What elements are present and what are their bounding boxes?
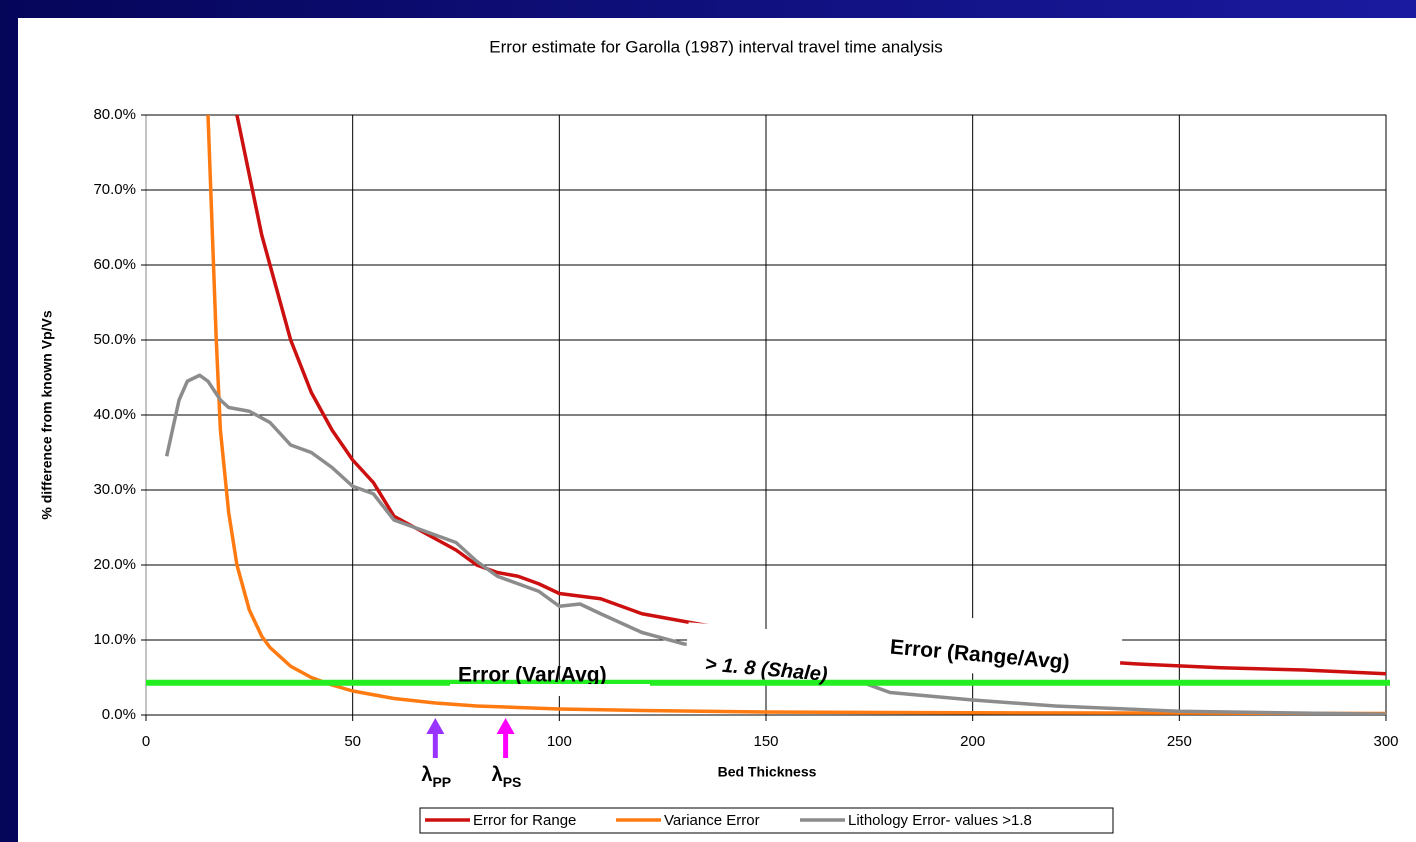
y-tick-label: 70.0% xyxy=(93,181,136,198)
annotations: Error (Var/Avg) > 1. 8 (Shale) Error (Rang… xyxy=(146,609,1390,790)
y-tick-label: 0.0% xyxy=(102,706,136,723)
annotation-cover xyxy=(450,684,650,696)
legend xyxy=(419,807,1114,834)
x-tick-label: 250 xyxy=(1167,733,1192,750)
y-tick-label: 40.0% xyxy=(93,406,136,423)
y-tick-label: 30.0% xyxy=(93,481,136,498)
x-tick-label: 200 xyxy=(960,733,985,750)
x-tick-label: 100 xyxy=(547,733,572,750)
marker-subscript: PP xyxy=(432,774,451,790)
legend-label: Variance Error xyxy=(664,812,760,829)
annotation: Error (Var/Avg) xyxy=(458,664,607,687)
x-axis-title: Bed Thickness xyxy=(718,764,817,780)
marker-arrowhead xyxy=(496,718,515,734)
y-axis-title: % difference from known Vp/Vs xyxy=(39,310,55,519)
marker-symbol: λ xyxy=(492,764,503,786)
y-tick-label: 10.0% xyxy=(93,631,136,648)
annotation-box xyxy=(684,622,868,690)
x-tick-label: 50 xyxy=(344,733,361,750)
marker-label: λPP xyxy=(421,764,451,789)
x-tick-label: 150 xyxy=(753,733,778,750)
x-tick-label: 300 xyxy=(1373,733,1398,750)
legend-label: Error for Range xyxy=(473,812,576,829)
annotation-box xyxy=(864,609,1123,687)
y-tick-label: 80.0% xyxy=(93,106,136,123)
y-tick-label: 60.0% xyxy=(93,256,136,273)
legend-items: Error for Range Variance Error Lithology E… xyxy=(425,812,1032,829)
marker-subscript: PS xyxy=(503,774,522,790)
grid: 0.0% 10.0% 20.0% 30.0% 40.0% 50.0% 60.0% 70.0% 8… xyxy=(93,106,1398,750)
marker-arrowhead xyxy=(426,718,445,734)
marker-symbol: λ xyxy=(421,764,432,786)
marker-label: λPS xyxy=(492,764,522,789)
y-tick-label: 50.0% xyxy=(93,331,136,348)
legend-label: Lithology Error- values >1.8 xyxy=(848,812,1032,829)
chart-title: Error estimate for Garolla (1987) interv… xyxy=(489,37,943,56)
x-tick-label: 0 xyxy=(142,733,150,750)
y-tick-label: 20.0% xyxy=(93,556,136,573)
